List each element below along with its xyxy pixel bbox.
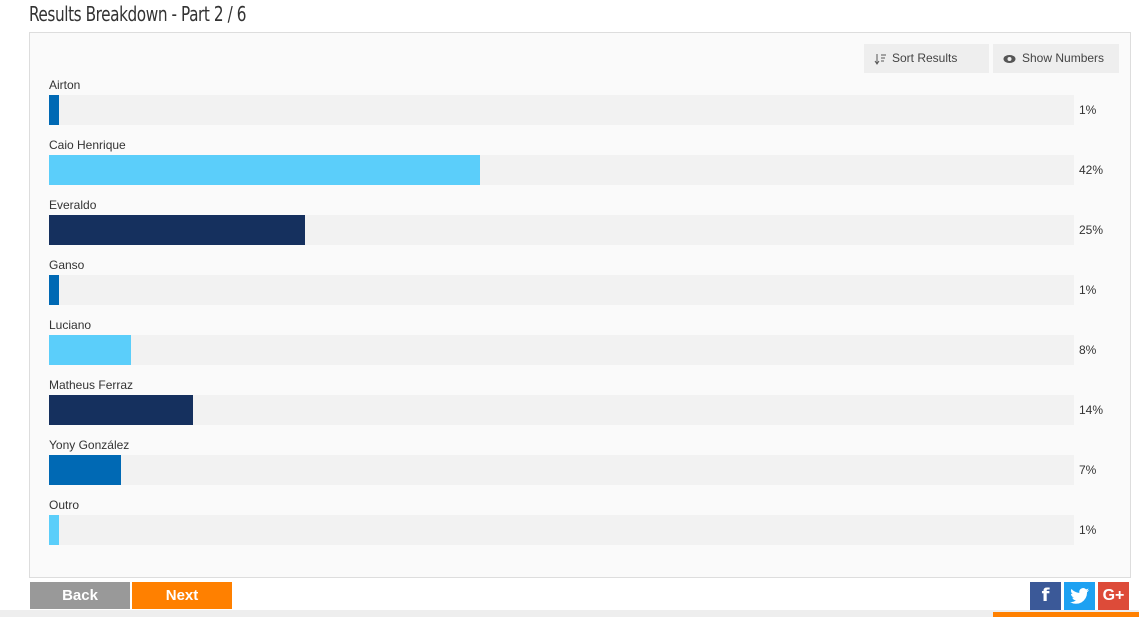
result-bar <box>49 95 60 125</box>
percent-label: 1% <box>1079 523 1097 537</box>
progress-indicator <box>993 612 1139 617</box>
bar-track <box>49 455 1074 485</box>
result-bar <box>49 275 60 305</box>
result-bar <box>49 215 306 245</box>
facebook-button[interactable]: f <box>1030 582 1061 610</box>
option-label: Airton <box>49 78 81 92</box>
option-label: Matheus Ferraz <box>49 378 134 392</box>
result-bar <box>49 155 480 185</box>
results-panel: Sort Results Show Numbers Airton 1% Caio H… <box>29 32 1131 578</box>
bar-track <box>49 155 1074 185</box>
option-label: Ganso <box>49 258 85 272</box>
option-label: Everaldo <box>49 198 97 212</box>
back-button[interactable]: Back <box>30 582 130 609</box>
bottom-strip <box>0 610 1139 617</box>
percent-label: 42% <box>1079 163 1104 177</box>
result-bar <box>49 455 121 485</box>
percent-label: 25% <box>1079 223 1104 237</box>
percent-label: 1% <box>1079 103 1097 117</box>
option-label: Outro <box>49 498 80 512</box>
percent-label: 7% <box>1079 463 1097 477</box>
sort-icon <box>874 53 886 65</box>
result-bar <box>49 335 131 365</box>
google-plus-button[interactable]: G+ <box>1098 582 1129 610</box>
bar-track <box>49 215 1074 245</box>
twitter-button[interactable] <box>1064 582 1095 610</box>
result-bar <box>49 515 60 545</box>
bar-track <box>49 95 1074 125</box>
percent-label: 14% <box>1079 403 1104 417</box>
bar-track <box>49 395 1074 425</box>
next-button[interactable]: Next <box>132 582 232 609</box>
bar-track <box>49 275 1074 305</box>
result-bar <box>49 395 193 425</box>
show-numbers-button[interactable]: Show Numbers <box>993 44 1119 73</box>
option-label: Yony González <box>49 438 130 452</box>
page-title: Results Breakdown - Part 2 / 6 <box>29 2 247 26</box>
show-numbers-label: Show Numbers <box>1022 51 1105 65</box>
sort-label: Sort Results <box>892 51 958 65</box>
twitter-icon <box>1069 588 1089 604</box>
eye-icon <box>1003 54 1016 63</box>
option-label: Caio Henrique <box>49 138 126 152</box>
bar-track <box>49 335 1074 365</box>
percent-label: 1% <box>1079 283 1097 297</box>
percent-label: 8% <box>1079 343 1097 357</box>
sort-button[interactable]: Sort Results <box>864 44 989 73</box>
option-label: Luciano <box>49 318 92 332</box>
bar-track <box>49 515 1074 545</box>
